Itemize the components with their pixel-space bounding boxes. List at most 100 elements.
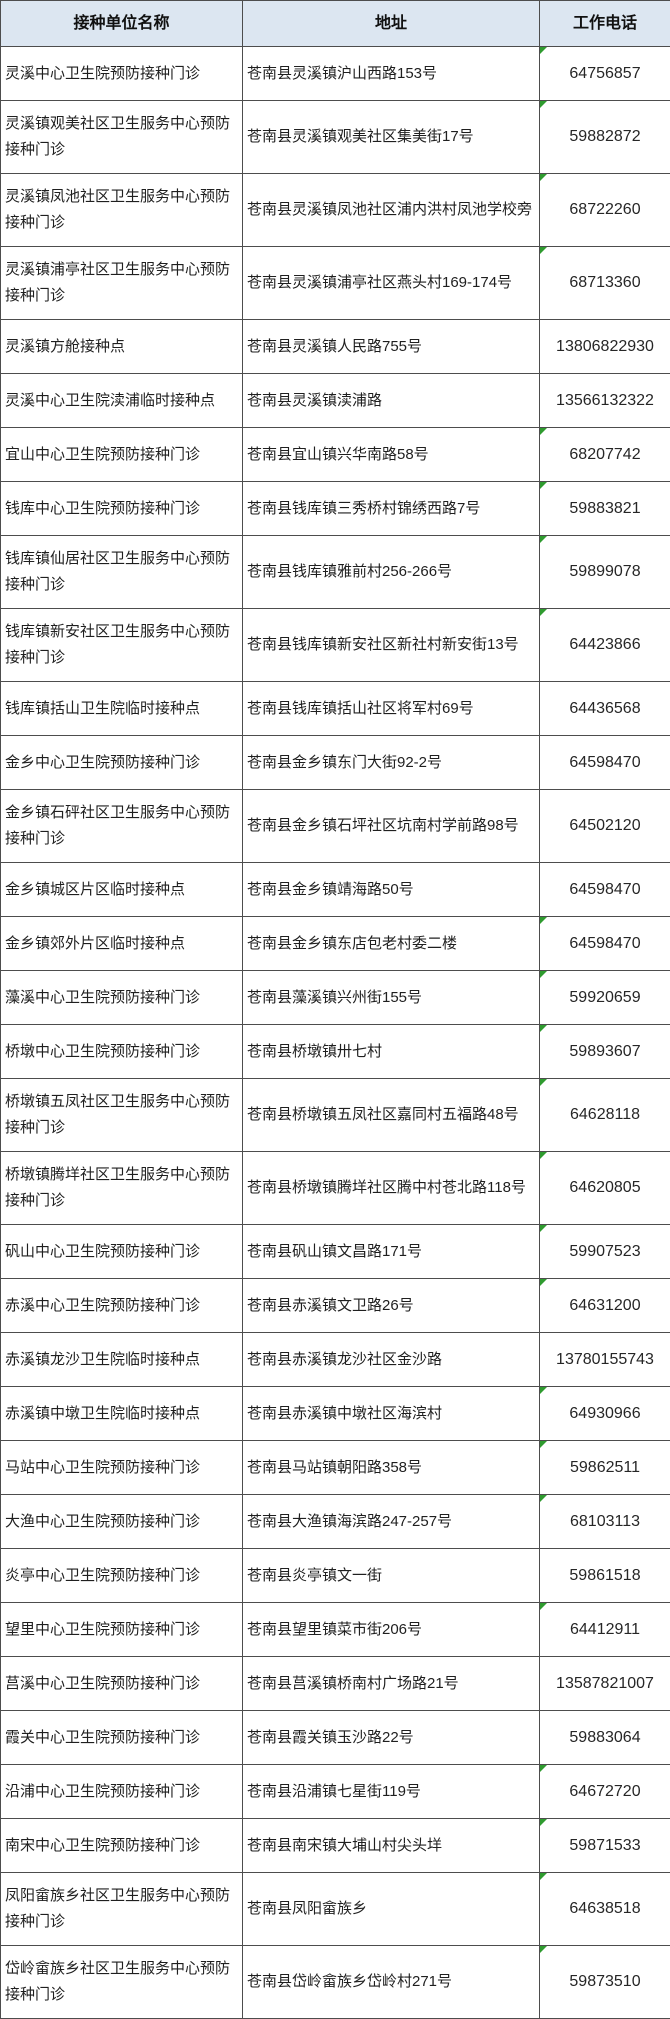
table-row: 大渔中心卫生院预防接种门诊 苍南县大渔镇海滨路247-257号 68103113 xyxy=(1,1495,670,1549)
text-format-indicator-icon xyxy=(540,917,547,924)
unit-name-cell: 灵溪中心卫生院渎浦临时接种点 xyxy=(1,374,243,428)
table-row: 金乡中心卫生院预防接种门诊 苍南县金乡镇东门大街92-2号 64598470 xyxy=(1,736,670,790)
phone-cell: 64412911 xyxy=(540,1603,670,1657)
table-row: 灵溪镇浦亭社区卫生服务中心预防接种门诊 苍南县灵溪镇浦亭社区燕头村169-174… xyxy=(1,247,670,320)
phone-cell: 59862511 xyxy=(540,1441,670,1495)
table-row: 赤溪镇中墩卫生院临时接种点 苍南县赤溪镇中墩社区海滨村 64930966 xyxy=(1,1387,670,1441)
unit-name-cell: 钱库中心卫生院预防接种门诊 xyxy=(1,482,243,536)
address-cell: 苍南县灵溪镇观美社区集美街17号 xyxy=(243,101,540,174)
phone-value: 64436568 xyxy=(569,700,640,717)
phone-cell: 59883064 xyxy=(540,1711,670,1765)
table-row: 莒溪中心卫生院预防接种门诊 苍南县莒溪镇桥南村广场路21号 1358782100… xyxy=(1,1657,670,1711)
phone-value: 59871533 xyxy=(569,1837,640,1854)
phone-value: 64598470 xyxy=(569,754,640,771)
address-cell: 苍南县金乡镇东门大街92-2号 xyxy=(243,736,540,790)
unit-name-cell: 桥墩镇五凤社区卫生服务中心预防接种门诊 xyxy=(1,1079,243,1152)
phone-value: 64628118 xyxy=(570,1106,640,1123)
address-cell: 苍南县沿浦镇七星街119号 xyxy=(243,1765,540,1819)
table-row: 宜山中心卫生院预防接种门诊 苍南县宜山镇兴华南路58号 68207742 xyxy=(1,428,670,482)
table-row: 灵溪镇方舱接种点 苍南县灵溪镇人民路755号 13806822930 xyxy=(1,320,670,374)
phone-value: 13566132322 xyxy=(556,392,654,409)
unit-name-cell: 赤溪镇中墩卫生院临时接种点 xyxy=(1,1387,243,1441)
phone-cell: 64628118 xyxy=(540,1079,670,1152)
unit-name-cell: 矾山中心卫生院预防接种门诊 xyxy=(1,1225,243,1279)
phone-cell: 64756857 xyxy=(540,47,670,101)
table-row: 钱库中心卫生院预防接种门诊 苍南县钱库镇三秀桥村锦绣西路7号 59883821 xyxy=(1,482,670,536)
unit-name-cell: 灵溪镇凤池社区卫生服务中心预防接种门诊 xyxy=(1,174,243,247)
table-row: 钱库镇括山卫生院临时接种点 苍南县钱库镇括山社区将军村69号 64436568 xyxy=(1,682,670,736)
unit-name-cell: 霞关中心卫生院预防接种门诊 xyxy=(1,1711,243,1765)
phone-value: 59861518 xyxy=(569,1567,640,1584)
phone-cell: 64598470 xyxy=(540,917,670,971)
address-cell: 苍南县南宋镇大埔山村尖头垟 xyxy=(243,1819,540,1873)
address-cell: 苍南县马站镇朝阳路358号 xyxy=(243,1441,540,1495)
phone-cell: 59907523 xyxy=(540,1225,670,1279)
phone-value: 64631200 xyxy=(569,1297,640,1314)
phone-cell: 13806822930 xyxy=(540,320,670,374)
phone-cell: 64598470 xyxy=(540,736,670,790)
unit-name-cell: 赤溪中心卫生院预防接种门诊 xyxy=(1,1279,243,1333)
text-format-indicator-icon xyxy=(540,47,547,54)
phone-value: 59883821 xyxy=(569,500,640,517)
phone-cell: 59871533 xyxy=(540,1819,670,1873)
column-header-address: 地址 xyxy=(243,1,540,47)
phone-cell: 64631200 xyxy=(540,1279,670,1333)
column-header-unit-name: 接种单位名称 xyxy=(1,1,243,47)
unit-name-cell: 灵溪镇浦亭社区卫生服务中心预防接种门诊 xyxy=(1,247,243,320)
unit-name-cell: 金乡镇石砰社区卫生服务中心预防接种门诊 xyxy=(1,790,243,863)
text-format-indicator-icon xyxy=(540,1225,547,1232)
phone-cell: 68103113 xyxy=(540,1495,670,1549)
phone-cell: 59873510 xyxy=(540,1946,670,2019)
unit-name-cell: 炎亭中心卫生院预防接种门诊 xyxy=(1,1549,243,1603)
phone-cell: 59899078 xyxy=(540,536,670,609)
table-row: 凤阳畲族乡社区卫生服务中心预防接种门诊 苍南县凤阳畲族乡 64638518 xyxy=(1,1873,670,1946)
phone-value: 64502120 xyxy=(569,817,640,834)
address-cell: 苍南县钱库镇三秀桥村锦绣西路7号 xyxy=(243,482,540,536)
text-format-indicator-icon xyxy=(540,428,547,435)
address-cell: 苍南县灵溪镇浦亭社区燕头村169-174号 xyxy=(243,247,540,320)
table-row: 金乡镇石砰社区卫生服务中心预防接种门诊 苍南县金乡镇石坪社区坑南村学前路98号 … xyxy=(1,790,670,863)
text-format-indicator-icon xyxy=(540,609,547,616)
phone-cell: 13587821007 xyxy=(540,1657,670,1711)
unit-name-cell: 藻溪中心卫生院预防接种门诊 xyxy=(1,971,243,1025)
phone-value: 64598470 xyxy=(569,935,640,952)
unit-name-cell: 大渔中心卫生院预防接种门诊 xyxy=(1,1495,243,1549)
phone-cell: 59882872 xyxy=(540,101,670,174)
phone-value: 59893607 xyxy=(569,1043,640,1060)
unit-name-cell: 金乡中心卫生院预防接种门诊 xyxy=(1,736,243,790)
text-format-indicator-icon xyxy=(540,174,547,181)
table-row: 马站中心卫生院预防接种门诊 苍南县马站镇朝阳路358号 59862511 xyxy=(1,1441,670,1495)
unit-name-cell: 桥墩中心卫生院预防接种门诊 xyxy=(1,1025,243,1079)
phone-cell: 68207742 xyxy=(540,428,670,482)
text-format-indicator-icon xyxy=(540,1495,547,1502)
table-row: 南宋中心卫生院预防接种门诊 苍南县南宋镇大埔山村尖头垟 59871533 xyxy=(1,1819,670,1873)
phone-value: 64672720 xyxy=(569,1783,640,1800)
unit-name-cell: 望里中心卫生院预防接种门诊 xyxy=(1,1603,243,1657)
header-row: 接种单位名称 地址 工作电话 xyxy=(1,1,670,47)
phone-value: 68103113 xyxy=(570,1513,640,1530)
table-row: 桥墩中心卫生院预防接种门诊 苍南县桥墩镇卅七村 59893607 xyxy=(1,1025,670,1079)
unit-name-cell: 宜山中心卫生院预防接种门诊 xyxy=(1,428,243,482)
address-cell: 苍南县灵溪镇渎浦路 xyxy=(243,374,540,428)
table-row: 桥墩镇五凤社区卫生服务中心预防接种门诊 苍南县桥墩镇五凤社区嘉同村五福路48号 … xyxy=(1,1079,670,1152)
text-format-indicator-icon xyxy=(540,1946,547,1953)
table-row: 赤溪镇龙沙卫生院临时接种点 苍南县赤溪镇龙沙社区金沙路 13780155743 xyxy=(1,1333,670,1387)
phone-cell: 64930966 xyxy=(540,1387,670,1441)
phone-value: 64756857 xyxy=(569,65,640,82)
unit-name-cell: 凤阳畲族乡社区卫生服务中心预防接种门诊 xyxy=(1,1873,243,1946)
address-cell: 苍南县钱库镇雅前村256-266号 xyxy=(243,536,540,609)
phone-cell: 13566132322 xyxy=(540,374,670,428)
phone-value: 68722260 xyxy=(569,201,640,218)
address-cell: 苍南县宜山镇兴华南路58号 xyxy=(243,428,540,482)
address-cell: 苍南县桥墩镇卅七村 xyxy=(243,1025,540,1079)
unit-name-cell: 南宋中心卫生院预防接种门诊 xyxy=(1,1819,243,1873)
address-cell: 苍南县赤溪镇中墩社区海滨村 xyxy=(243,1387,540,1441)
address-cell: 苍南县赤溪镇龙沙社区金沙路 xyxy=(243,1333,540,1387)
table-row: 金乡镇城区片区临时接种点 苍南县金乡镇靖海路50号 64598470 xyxy=(1,863,670,917)
table-row: 灵溪中心卫生院渎浦临时接种点 苍南县灵溪镇渎浦路 13566132322 xyxy=(1,374,670,428)
unit-name-cell: 钱库镇仙居社区卫生服务中心预防接种门诊 xyxy=(1,536,243,609)
phone-value: 59920659 xyxy=(569,989,640,1006)
address-cell: 苍南县钱库镇括山社区将军村69号 xyxy=(243,682,540,736)
unit-name-cell: 桥墩镇腾垟社区卫生服务中心预防接种门诊 xyxy=(1,1152,243,1225)
